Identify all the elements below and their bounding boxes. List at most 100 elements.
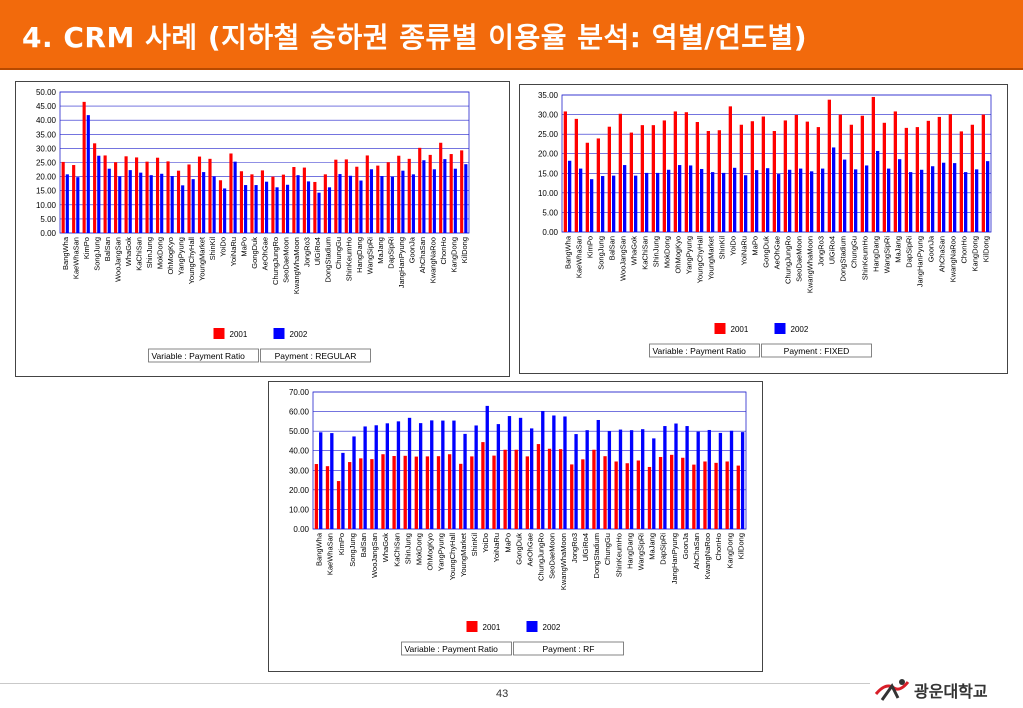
bar-2001 (618, 113, 622, 232)
x-tick-label: WhaGok (124, 237, 133, 266)
bar-2001 (447, 454, 452, 529)
bar-2002 (685, 426, 689, 529)
bar-2002 (202, 172, 206, 233)
bar-2001 (271, 176, 275, 233)
y-tick-label: 20.00 (36, 173, 57, 182)
bar-2002 (590, 179, 594, 232)
x-tick-label: KilDong (982, 236, 991, 262)
x-tick-label: DongStadium (839, 236, 848, 281)
bar-2002 (474, 425, 478, 529)
x-tick-label: AhChaSan (938, 236, 947, 272)
x-tick-label: KwangWhaMoon (559, 533, 568, 590)
bar-2002 (563, 416, 567, 529)
slide-title: 4. CRM 사례 (지하철 승하권 종류별 이용율 분석: 역별/연도별) (22, 21, 808, 54)
x-tick-label: BalSan (103, 237, 112, 261)
x-tick-label: OhMogKyo (426, 533, 435, 571)
bar-2002 (607, 431, 612, 529)
x-tick-label: KaeWhaSan (72, 237, 81, 279)
bar-2002 (618, 429, 623, 529)
bar-2001 (325, 466, 330, 529)
x-tick-label: DongStadium (323, 237, 332, 282)
bar-2002 (390, 176, 394, 233)
bar-2001 (381, 454, 385, 529)
bar-2002 (118, 176, 122, 233)
y-tick-label: 10.00 (538, 189, 559, 198)
bar-2001 (893, 111, 897, 232)
bar-2002 (338, 174, 342, 233)
logo-icon (874, 679, 910, 701)
bar-2001 (805, 121, 809, 232)
bar-2001 (695, 122, 699, 232)
x-tick-label: KaChiSan (135, 237, 144, 271)
bar-2001 (439, 142, 443, 233)
payment-box (761, 343, 872, 358)
y-tick-label: 40.00 (36, 116, 57, 125)
bar-2001 (882, 122, 886, 232)
bar-2002 (139, 172, 143, 233)
x-tick-label: KimPo (337, 533, 346, 555)
x-tick-label: YoiNaRu (229, 237, 238, 266)
bar-2001 (348, 462, 352, 529)
bar-2002 (667, 169, 671, 232)
x-tick-label: UlGiRo4 (828, 236, 837, 264)
bar-2002 (585, 430, 589, 529)
x-tick-label: YoiDo (219, 237, 228, 257)
x-tick-label: YoungChyHall (448, 533, 457, 581)
bar-2001 (492, 455, 496, 529)
bar-2002 (363, 426, 367, 529)
bar-2002 (443, 159, 447, 233)
bar-2002 (369, 169, 374, 233)
bar-2002 (411, 174, 415, 233)
bar-2002 (128, 170, 132, 233)
x-tick-label: MaJang (376, 237, 385, 264)
bar-2002 (788, 169, 792, 232)
x-tick-label: HangDang (872, 236, 881, 272)
x-tick-label: MokDong (156, 237, 165, 269)
bar-2001 (607, 126, 611, 232)
bar-2002 (518, 417, 523, 529)
bar-2001 (816, 127, 820, 232)
bar-2002 (777, 174, 781, 232)
y-tick-label: 15.00 (36, 187, 57, 196)
bar-2002 (953, 163, 957, 232)
bar-2002 (629, 430, 634, 529)
bar-2001 (481, 442, 485, 529)
bar-2001 (414, 456, 418, 529)
bar-2001 (336, 481, 341, 529)
x-tick-label: BalSan (608, 236, 617, 260)
bar-2001 (739, 124, 743, 232)
x-tick-label: SeoDaeMoon (281, 237, 290, 283)
chart-panel-rf: 0.00 10.00 20.00 30.00 40.00 50.00 60.00 70.00 B… (268, 381, 763, 672)
bar-2002 (507, 416, 512, 529)
bar-2002 (568, 160, 572, 232)
bar-2002 (170, 176, 174, 233)
bar-2002 (579, 168, 583, 232)
bar-2001 (124, 156, 128, 233)
bar-2002 (530, 428, 534, 529)
x-tick-label: JongRo3 (570, 533, 579, 563)
bar-2001 (596, 138, 600, 232)
bar-2002 (86, 115, 90, 233)
x-tick-label: GongDuk (514, 533, 523, 565)
bar-2002 (964, 172, 968, 232)
y-tick-label: 25.00 (36, 159, 57, 168)
bar-2001 (503, 449, 507, 529)
bar-2002 (810, 171, 814, 232)
bar-2001 (915, 127, 919, 232)
y-tick-label: 0.00 (542, 228, 558, 237)
x-tick-label: GoonJa (681, 532, 690, 559)
legend-swatch (714, 323, 726, 334)
bar-2001 (570, 464, 574, 529)
x-tick-label: ShinJung (652, 236, 661, 267)
bar-2001 (407, 158, 411, 233)
bar-2001 (614, 461, 618, 529)
x-tick-label: WangSipRi (637, 533, 646, 571)
legend-label: 2001 (230, 330, 248, 339)
bar-2001 (93, 143, 97, 233)
y-tick-label: 50.00 (36, 88, 57, 97)
bar-2001 (292, 167, 296, 233)
bar-2002 (452, 420, 456, 529)
bar-2002 (623, 165, 627, 232)
bar-2002 (407, 417, 412, 529)
bar-2002 (485, 405, 489, 529)
